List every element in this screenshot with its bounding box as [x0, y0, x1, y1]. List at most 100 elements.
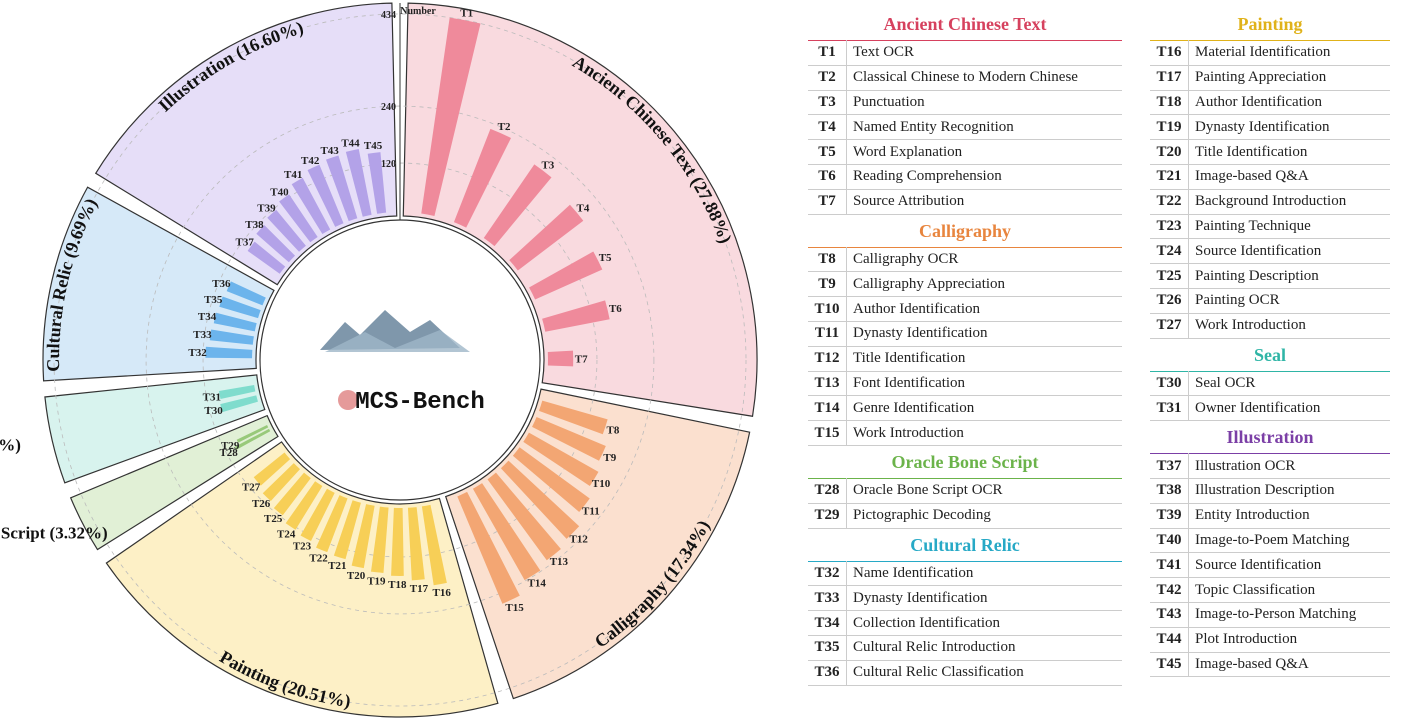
legend-row: T21 Image-based Q&A — [1150, 164, 1390, 190]
bar-t6 — [542, 300, 610, 332]
task-name: Classical Chinese to Modern Chinese — [846, 65, 1122, 91]
legend-section-title: Seal — [1253, 344, 1286, 365]
task-name: Collection Identification — [846, 610, 1122, 636]
legend-row: T28 Oracle Bone Script OCR — [808, 478, 1122, 504]
task-id: T5 — [808, 139, 847, 165]
task-name: Dynasty Identification — [846, 585, 1122, 612]
task-name: Author Identification — [846, 296, 1122, 322]
task-name: Work Introduction — [846, 420, 1122, 446]
bar-label-t9: T9 — [603, 452, 616, 464]
bar-label-t36: T36 — [212, 278, 231, 290]
legend-section: Painting T16 Material Identification T17 Pai… — [1150, 12, 1390, 339]
task-name: Painting Technique — [1188, 214, 1390, 240]
legend-row: T44 Plot Introduction — [1150, 627, 1390, 653]
bar-t26 — [262, 463, 301, 502]
task-id: T2 — [808, 65, 847, 91]
task-name: Image-to-Poem Matching — [1188, 528, 1390, 554]
task-name: Punctuation — [846, 90, 1122, 116]
legend-section: Calligraphy T8 Calligraphy OCR T9 Calligraph… — [808, 219, 1122, 446]
bar-label-t18: T18 — [388, 579, 407, 591]
bar-label-t15: T15 — [505, 602, 524, 614]
legend-row: T5 Word Explanation — [808, 139, 1122, 165]
bar-label-t25: T25 — [264, 513, 283, 525]
bar-t1 — [421, 17, 481, 217]
legend-row: T17 Painting Appreciation — [1150, 65, 1390, 91]
task-id: T12 — [808, 346, 847, 372]
grid-ring-434 — [53, 13, 747, 707]
task-name: Name Identification — [846, 561, 1122, 587]
bar-t3 — [483, 164, 552, 247]
task-name: Work Introduction — [1188, 313, 1390, 339]
task-id: T27 — [1150, 313, 1189, 339]
legend-column-right: Painting T16 Material Identification T17 Pai… — [1150, 12, 1390, 678]
legend-row: T20 Title Identification — [1150, 139, 1390, 165]
task-name: Calligraphy OCR — [846, 247, 1122, 273]
bar-t14 — [472, 483, 541, 581]
axis-tick-120: 120 — [381, 159, 396, 170]
legend-row: T1 Text OCR — [808, 40, 1122, 66]
task-name: Reading Comprehension — [846, 164, 1122, 190]
task-name: Entity Introduction — [1188, 503, 1390, 529]
bar-label-t31: T31 — [203, 392, 221, 404]
bar-t11 — [512, 447, 590, 512]
task-name: Cultural Relic Classification — [846, 660, 1122, 686]
task-name: Background Introduction — [1188, 189, 1390, 215]
legend-row: T9 Calligraphy Appreciation — [808, 271, 1122, 298]
task-id: T24 — [1150, 238, 1189, 265]
legend-row: T36 Cultural Relic Classification — [808, 660, 1122, 686]
legend-section-title: Ancient Chinese Text — [883, 14, 1047, 34]
task-id: T40 — [1150, 528, 1189, 554]
task-id: T11 — [808, 321, 847, 347]
task-id: T42 — [1150, 577, 1189, 603]
task-name: Plot Introduction — [1188, 627, 1390, 653]
sector-oracle-bone-script — [69, 414, 279, 551]
legend-row: T39 Entity Introduction — [1150, 503, 1390, 529]
task-name: Image-based Q&A — [1188, 164, 1390, 190]
bar-label-t34: T34 — [198, 311, 217, 323]
task-id: T33 — [808, 585, 847, 612]
bar-t22 — [316, 495, 348, 553]
bar-label-t22: T22 — [309, 552, 328, 564]
legend-row: T23 Painting Technique — [1150, 214, 1390, 240]
bar-t43 — [325, 155, 358, 222]
bar-t2 — [453, 128, 512, 228]
bar-label-t26: T26 — [252, 498, 271, 510]
task-name: Image-based Q&A — [1188, 652, 1390, 678]
bar-label-t5: T5 — [599, 252, 612, 264]
legend-section-title: Oracle Bone Script — [891, 451, 1039, 472]
center-circle — [259, 219, 541, 501]
task-name: Word Explanation — [846, 139, 1122, 165]
task-id: T34 — [808, 610, 847, 636]
bar-t44 — [345, 149, 372, 217]
task-name: Oracle Bone Script OCR — [846, 478, 1122, 504]
bar-label-t39: T39 — [257, 203, 276, 215]
bar-label-t20: T20 — [347, 570, 366, 582]
grid-ring-240 — [145, 105, 655, 615]
legend-section-title: Painting — [1237, 14, 1303, 34]
task-id: T20 — [1150, 139, 1189, 165]
task-name: Image-to-Person Matching — [1188, 602, 1390, 628]
legend-section-title: Cultural Relic — [910, 534, 1020, 555]
bar-t37 — [247, 241, 286, 274]
task-name: Source Identification — [1188, 552, 1390, 579]
legend-section: Illustration T37 Illustration OCR T38 Illust… — [1150, 425, 1390, 678]
task-id: T9 — [808, 271, 847, 298]
legend-row: T10 Author Identification — [808, 296, 1122, 322]
legend-table: T16 Material Identification T17 Painting Ap… — [1150, 40, 1390, 339]
bar-label-t12: T12 — [569, 533, 588, 545]
legend-section-title: Calligraphy — [918, 220, 1011, 241]
bar-label-t35: T35 — [204, 294, 223, 306]
bar-t27 — [253, 452, 291, 486]
task-name: Font Identification — [846, 371, 1122, 397]
task-id: T43 — [1150, 602, 1189, 628]
task-name: Dynasty Identification — [846, 321, 1122, 347]
task-id: T45 — [1150, 652, 1189, 678]
legend-row: T33 Dynasty Identification — [808, 585, 1122, 612]
category-label-seal: Seal (4.66%) — [0, 436, 21, 455]
bar-label-t40: T40 — [270, 186, 289, 198]
bar-t34 — [213, 312, 257, 332]
sector-seal — [44, 374, 266, 484]
legend-table: T30 Seal OCR T31 Owner Identification — [1150, 370, 1390, 422]
legend-table: T1 Text OCR T2 Classical Chinese to Modern … — [808, 40, 1122, 215]
task-name: Author Identification — [1188, 90, 1390, 116]
